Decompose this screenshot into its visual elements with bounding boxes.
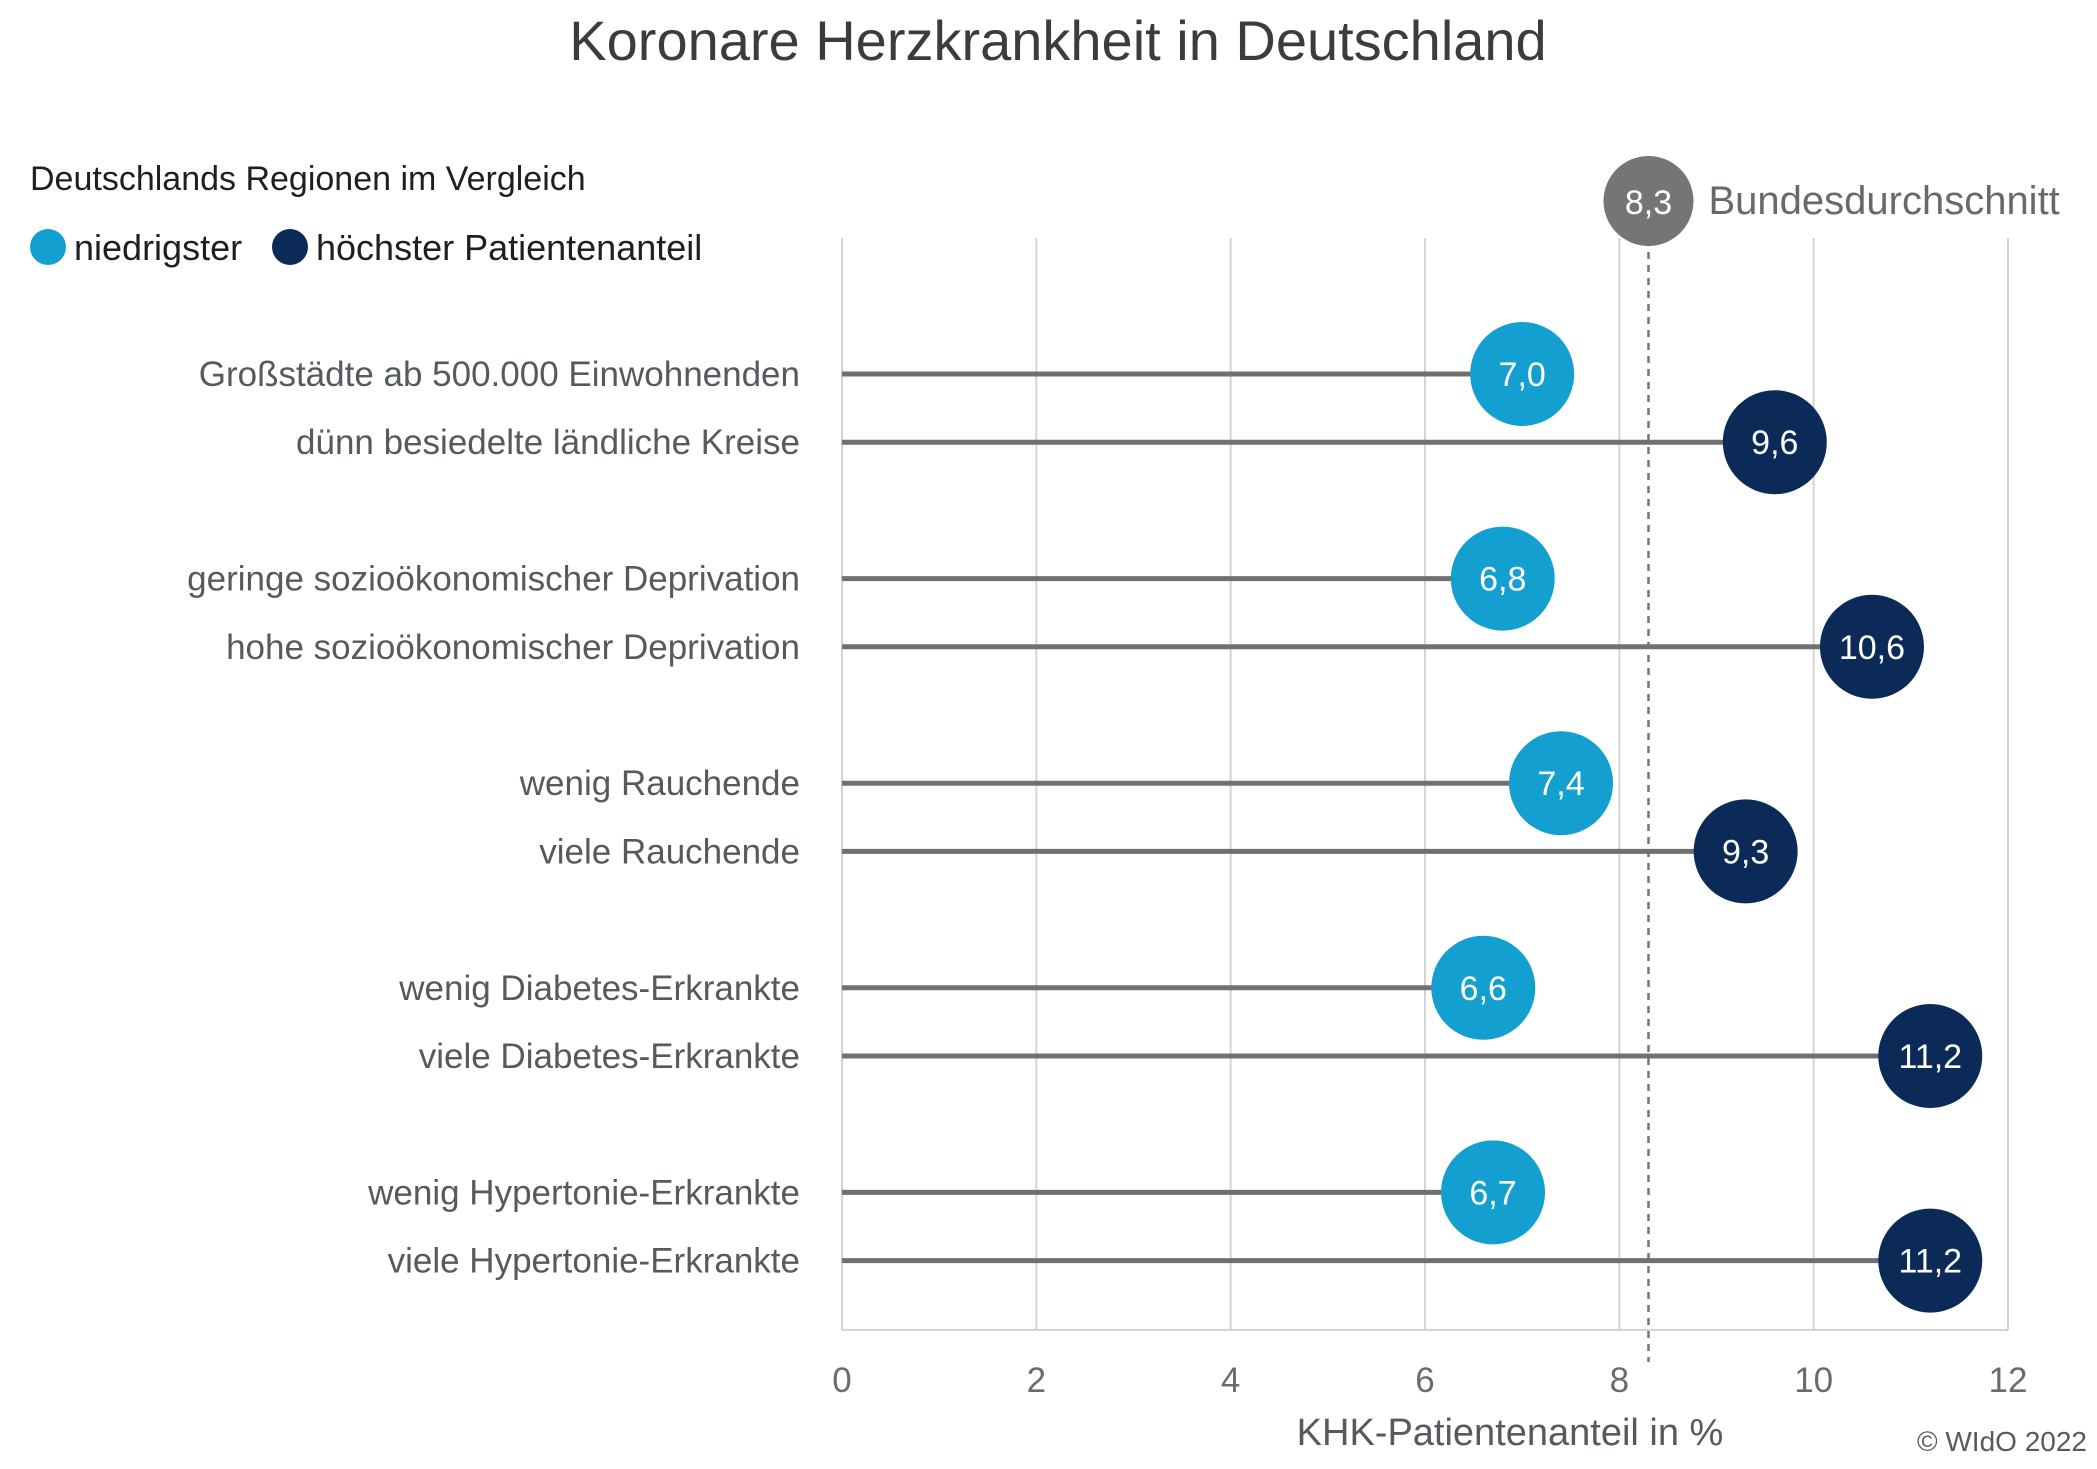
dot-9 [1878,1208,1983,1313]
category-label-5: viele Rauchende [539,832,800,871]
category-label-2: geringe sozioökonomischer Deprivation [187,560,800,599]
reference-marker-dot [1603,156,1694,246]
x-tick-label-1: 2 [1027,1361,1046,1400]
dot-label-3: 10,6 [1839,629,1905,667]
x-tick-label-3: 6 [1415,1361,1434,1400]
dot-label-6: 6,6 [1460,970,1507,1008]
legend-swatch-high [272,229,308,265]
dot-2 [1450,526,1555,631]
x-axis: 0 2 4 6 8 10 12 [832,238,2027,1400]
x-axis-title: KHK-Patientenanteil in % [1297,1412,1724,1454]
legend-label-low: niedrigster [74,227,242,268]
legend-entry-high: höchster Patientenanteil [272,227,702,268]
category-label-3: hohe sozioökonomischer Deprivation [226,628,800,667]
chart-title: Koronare Herzkrankheit in Deutschland [569,9,1546,72]
x-tick-label-0: 0 [832,1361,851,1400]
dot-label-8: 6,7 [1469,1174,1516,1212]
category-labels: Großstädte ab 500.000 Einwohnenden dünn b… [187,355,800,1281]
reference-value-label: 8,3 [1625,184,1672,222]
reference-marker: 8,3 Bundesdurchschnitt [1603,156,2060,1362]
dot-1 [1722,390,1827,495]
category-label-8: wenig Hypertonie-Erkrankte [367,1173,800,1212]
reference-label: Bundesdurchschnitt [1708,179,2059,223]
dot-7 [1878,1004,1983,1108]
category-label-1: dünn besiedelte ländliche Kreise [296,423,800,462]
legend-swatch-low [30,229,66,265]
x-tick-label-6: 12 [1989,1361,2028,1400]
dot-label-9: 11,2 [1898,1243,1962,1281]
category-label-6: wenig Diabetes-Erkrankte [398,969,800,1008]
dot-3 [1819,594,1924,699]
category-label-4: wenig Rauchende [519,764,800,803]
x-tick-label-5: 10 [1794,1361,1833,1400]
dot-label-4: 7,4 [1537,765,1584,803]
dot-label-0: 7,0 [1499,356,1546,394]
lollipop-marks: 7,0 9,6 6,8 10,6 7,4 9,3 6,6 11,2 6,7 11,2 [842,322,1983,1313]
legend-title: Deutschlands Regionen im Vergleich [30,160,586,198]
legend-label-high: höchster Patientenanteil [316,227,702,268]
dot-label-5: 9,3 [1722,833,1769,871]
category-label-9: viele Hypertonie-Erkrankte [388,1242,800,1281]
x-tick-label-4: 8 [1610,1361,1629,1400]
dot-4 [1509,731,1614,836]
dot-5 [1693,799,1798,904]
dot-8 [1441,1140,1546,1245]
x-tick-label-2: 4 [1221,1361,1240,1400]
copyright-text: © WIdO 2022 [1917,1426,2087,1457]
dot-label-7: 11,2 [1898,1038,1962,1076]
dot-6 [1431,935,1536,1040]
dot-label-2: 6,8 [1479,561,1526,599]
dot-label-1: 9,6 [1751,424,1798,462]
legend-entry-low: niedrigster [30,227,242,268]
category-label-7: viele Diabetes-Erkrankte [419,1037,800,1076]
dot-0 [1470,322,1575,426]
category-label-0: Großstädte ab 500.000 Einwohnenden [199,355,800,394]
